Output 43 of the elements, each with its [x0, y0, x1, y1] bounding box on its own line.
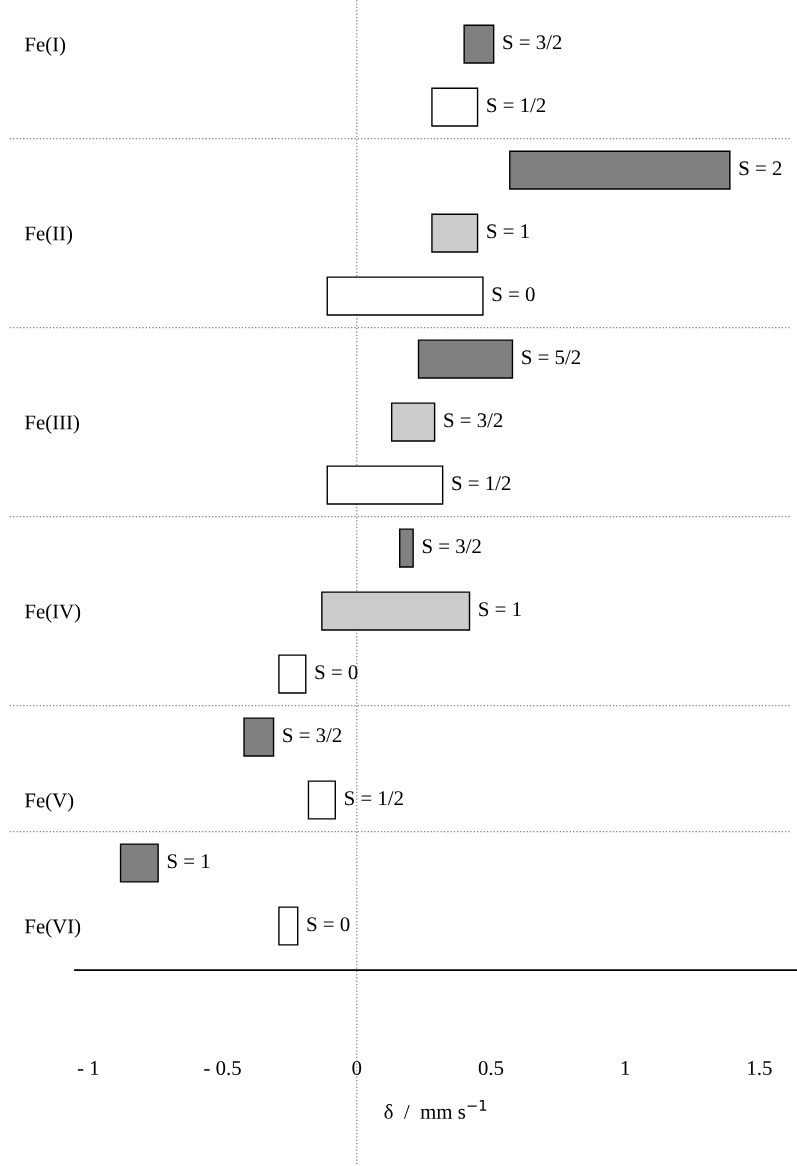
bar [278, 654, 307, 694]
annotation: S = 1 [167, 854, 210, 869]
annotation: S = 3/2 [283, 728, 342, 743]
x-tick-label: 0.5 [478, 1060, 504, 1076]
x-tick-label: 1.5 [748, 1061, 772, 1076]
y-tick-label: Fe(V) [24, 792, 74, 812]
annotation: S = 5/2 [522, 350, 581, 365]
bar [119, 843, 159, 883]
y-tick-label: Fe(II) [24, 225, 73, 245]
x-tick-label: - 0.5 [204, 1060, 241, 1076]
annotation: S = 0 [315, 665, 358, 680]
bar [307, 780, 336, 820]
annotation: S = 1/2 [487, 98, 546, 113]
annotation: S = 3/2 [503, 35, 562, 50]
annotation: S = 1 [487, 224, 529, 239]
y-tick-label: Fe(III) [24, 414, 79, 434]
bar [278, 906, 299, 946]
annotation: S = 0 [307, 917, 350, 932]
annotation: S = 0 [492, 287, 535, 302]
annotation: S = 1 [479, 602, 521, 617]
x-tick-label: 0 [352, 1060, 362, 1076]
bar [431, 87, 479, 127]
y-tick-label: Fe(I) [24, 36, 66, 56]
y-tick-label: Fe(IV) [24, 603, 81, 623]
bar [243, 717, 275, 757]
bar [399, 528, 414, 568]
x-axis-title: δ / mm s$^{−1}$ [384, 1100, 487, 1119]
annotation: S = 2 [739, 161, 782, 176]
bar [463, 24, 495, 64]
x-tick-label: - 1 [77, 1061, 99, 1075]
annotation: S = 3/2 [422, 539, 481, 554]
annotation: S = 3/2 [444, 413, 503, 428]
bar [431, 213, 479, 253]
bar [321, 591, 471, 631]
annotation: S = 1/2 [452, 476, 511, 491]
annotation: S = 1/2 [345, 791, 403, 806]
bar [417, 339, 514, 379]
bar [326, 465, 444, 505]
y-tick-label: Fe(VI) [24, 918, 81, 938]
bar [509, 150, 731, 190]
bar [326, 276, 484, 316]
bar [390, 402, 436, 442]
x-tick-label: 1 [621, 1061, 630, 1075]
